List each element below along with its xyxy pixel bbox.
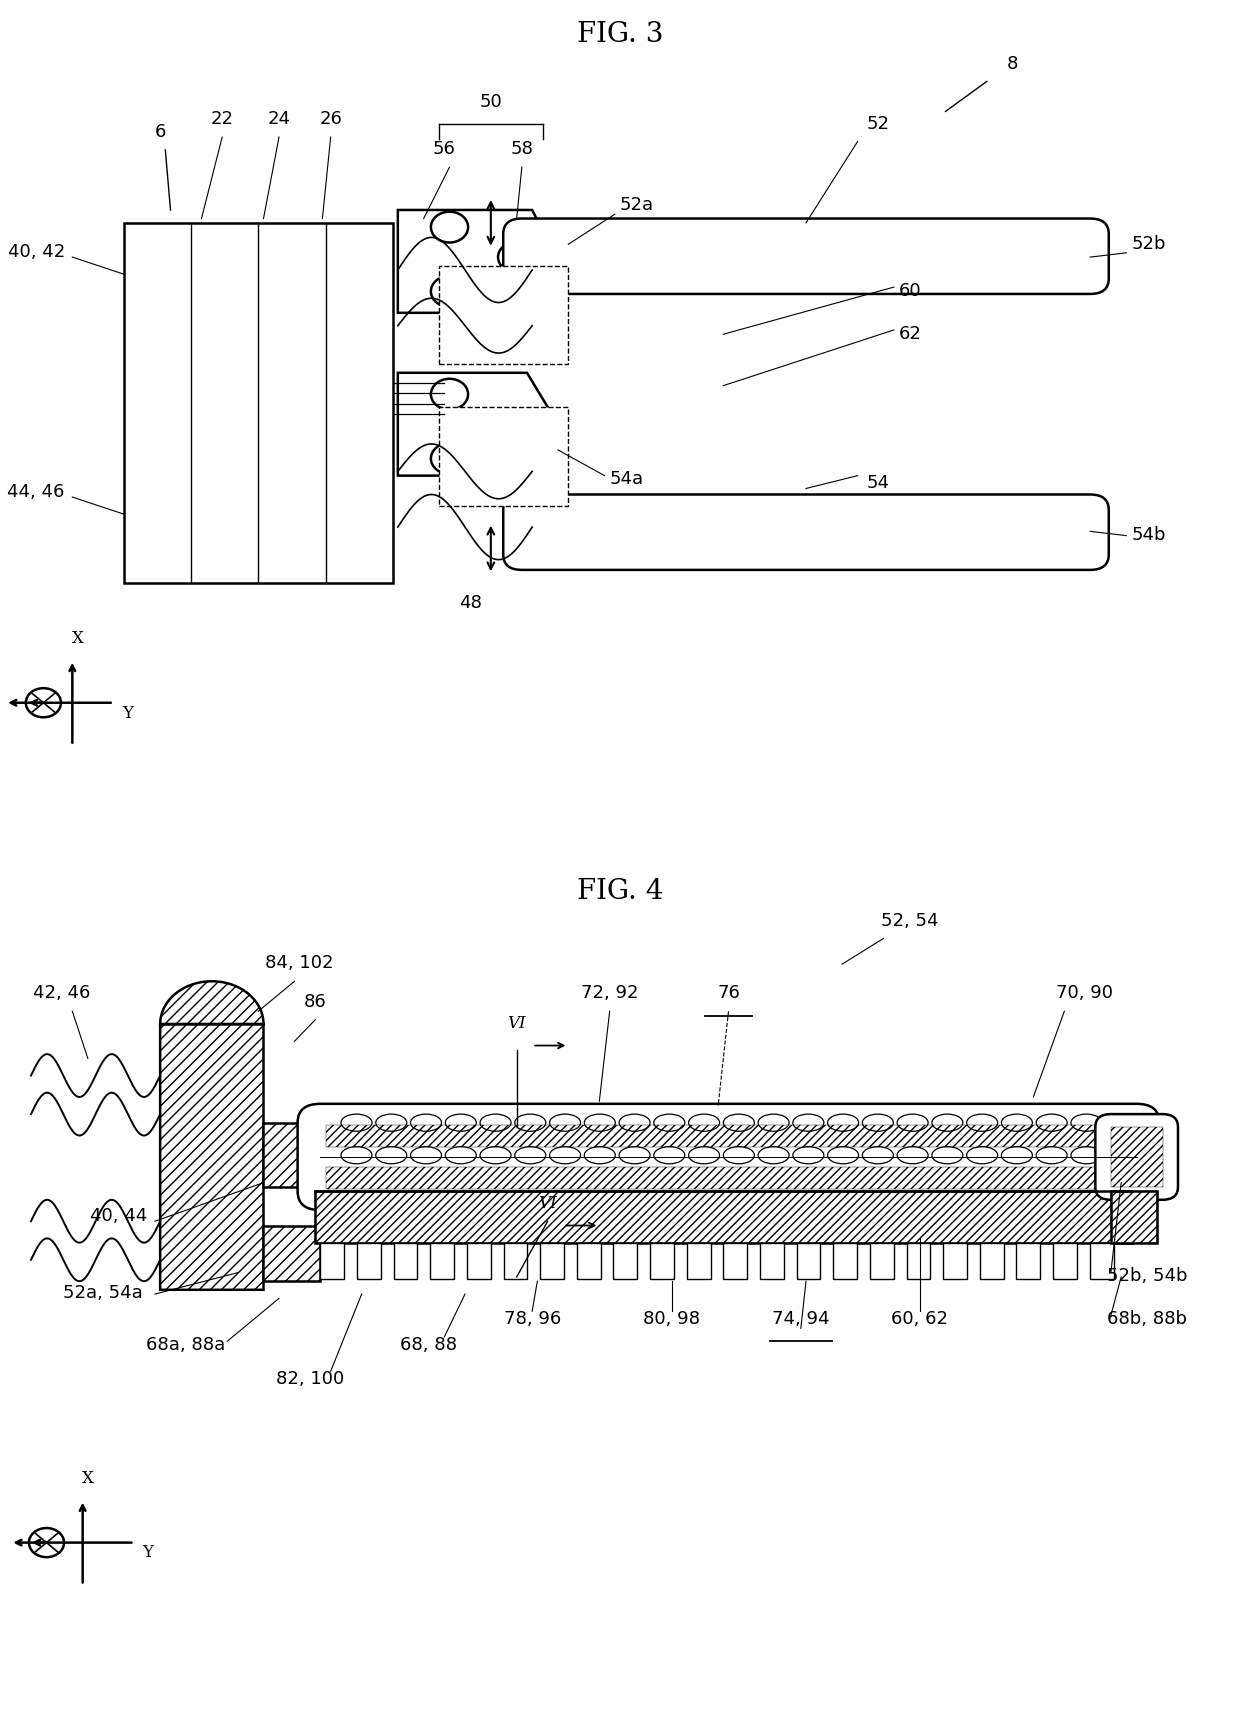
Bar: [980, 1243, 1003, 1279]
Bar: [315, 1191, 1131, 1243]
Text: 26: 26: [319, 110, 342, 129]
Text: FIG. 3: FIG. 3: [577, 21, 663, 48]
Bar: [263, 1226, 320, 1282]
Text: 70, 90: 70, 90: [1056, 984, 1114, 1003]
Text: 52b: 52b: [1131, 235, 1166, 252]
Text: 8: 8: [1007, 55, 1018, 72]
Bar: [439, 266, 568, 365]
Bar: [1053, 1243, 1076, 1279]
Text: 68a, 88a: 68a, 88a: [146, 1335, 226, 1354]
Text: 52a, 54a: 52a, 54a: [63, 1284, 143, 1303]
Text: X: X: [82, 1471, 94, 1488]
Text: 50: 50: [480, 93, 502, 111]
Text: 56: 56: [433, 141, 456, 158]
Bar: [1111, 1191, 1157, 1243]
Text: VI: VI: [507, 1015, 526, 1032]
Bar: [650, 1243, 673, 1279]
Text: 6: 6: [155, 123, 166, 141]
Text: FIG. 4: FIG. 4: [577, 878, 663, 905]
Text: Y: Y: [122, 704, 133, 722]
Text: 80, 98: 80, 98: [644, 1309, 701, 1328]
Bar: [439, 408, 568, 506]
Bar: [1111, 1128, 1163, 1188]
Bar: [760, 1243, 784, 1279]
Bar: [124, 223, 393, 583]
Bar: [393, 1243, 418, 1279]
Bar: [870, 1243, 894, 1279]
Bar: [833, 1243, 857, 1279]
Text: 54a: 54a: [610, 470, 644, 488]
Bar: [614, 1243, 637, 1279]
Text: 52, 54: 52, 54: [880, 912, 939, 929]
FancyBboxPatch shape: [1095, 1114, 1178, 1200]
Text: 52a: 52a: [620, 195, 655, 214]
Text: 48: 48: [459, 595, 481, 612]
FancyBboxPatch shape: [503, 495, 1109, 569]
Bar: [1017, 1243, 1040, 1279]
Bar: [320, 1243, 345, 1279]
Bar: [796, 1243, 821, 1279]
Text: 76: 76: [717, 984, 740, 1003]
Text: 60: 60: [899, 281, 921, 300]
FancyBboxPatch shape: [298, 1104, 1159, 1210]
Text: 82, 100: 82, 100: [275, 1369, 345, 1388]
Text: 62: 62: [899, 324, 921, 343]
Text: X: X: [72, 631, 83, 646]
Bar: [906, 1243, 930, 1279]
Text: 42, 46: 42, 46: [33, 984, 91, 1003]
FancyBboxPatch shape: [503, 218, 1109, 295]
Bar: [687, 1243, 711, 1279]
Text: 40, 44: 40, 44: [91, 1207, 148, 1226]
Text: 86: 86: [304, 992, 326, 1011]
Text: 78, 96: 78, 96: [503, 1309, 560, 1328]
Text: 52b, 54b: 52b, 54b: [1107, 1267, 1187, 1286]
Text: VI: VI: [538, 1195, 557, 1212]
Bar: [315, 1191, 1131, 1243]
Bar: [944, 1243, 967, 1279]
Bar: [1111, 1191, 1157, 1243]
Bar: [577, 1243, 600, 1279]
Bar: [325, 1167, 1111, 1190]
Text: 40, 42: 40, 42: [7, 243, 64, 261]
Bar: [357, 1243, 381, 1279]
Text: 22: 22: [211, 110, 233, 129]
Bar: [263, 1226, 320, 1282]
Text: Y: Y: [143, 1544, 154, 1561]
Bar: [723, 1243, 748, 1279]
Bar: [263, 1123, 320, 1186]
Bar: [263, 1123, 320, 1186]
Text: 68b, 88b: 68b, 88b: [1107, 1309, 1187, 1328]
Text: 60, 62: 60, 62: [892, 1309, 949, 1328]
Bar: [430, 1243, 454, 1279]
Bar: [467, 1243, 491, 1279]
Bar: [325, 1126, 1111, 1147]
Text: 24: 24: [268, 110, 290, 129]
Text: 68, 88: 68, 88: [401, 1335, 458, 1354]
Text: 52: 52: [867, 115, 890, 132]
Text: 74, 94: 74, 94: [773, 1309, 830, 1328]
Text: 54: 54: [867, 475, 890, 492]
Text: 72, 92: 72, 92: [580, 984, 639, 1003]
Text: 58: 58: [511, 141, 533, 158]
Text: 54b: 54b: [1131, 526, 1166, 543]
Text: 44, 46: 44, 46: [7, 483, 64, 500]
Bar: [503, 1243, 527, 1279]
Bar: [1090, 1243, 1114, 1279]
Text: 84, 102: 84, 102: [265, 955, 334, 972]
Bar: [541, 1243, 564, 1279]
